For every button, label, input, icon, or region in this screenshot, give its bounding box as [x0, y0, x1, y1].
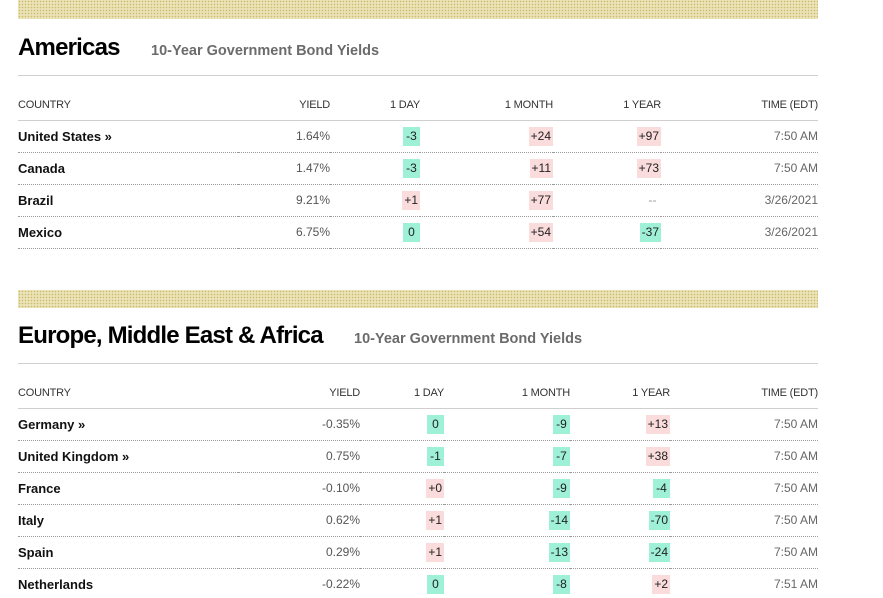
table-row: Spain 0.29% +1 -13 -24 7:50 AM [18, 536, 818, 569]
country-name: Brazil [18, 184, 238, 217]
change-1-year: -70 [648, 510, 670, 530]
yield-value: 0.29% [238, 536, 360, 569]
change-1-day: -3 [403, 126, 420, 146]
emea-yields-table: COUNTRY YIELD 1 DAY 1 MONTH 1 YEAR TIME … [18, 364, 818, 598]
time-value: 3/26/2021 [661, 184, 818, 217]
table-row: United Kingdom » 0.75% -1 -7 +38 7:50 AM [18, 440, 818, 473]
change-1-month: -8 [553, 574, 570, 594]
change-1-day: -1 [427, 446, 444, 466]
table-row: United States » 1.64% -3 +24 +97 7:50 AM [18, 120, 818, 153]
change-1-year: -- [648, 192, 657, 207]
change-1-month: -7 [553, 446, 570, 466]
table-row: France -0.10% +0 -9 -4 7:50 AM [18, 472, 818, 505]
country-link-united-states[interactable]: United States » [18, 120, 238, 153]
change-1-month: +54 [528, 222, 553, 242]
column-header-yield[interactable]: YIELD [238, 364, 360, 409]
table-row: Italy 0.62% +1 -14 -70 7:50 AM [18, 504, 818, 537]
emea-section: Europe, Middle East & Africa 10-Year Gov… [18, 318, 818, 598]
column-header-country[interactable]: COUNTRY [18, 76, 238, 121]
change-1-year: -24 [648, 542, 670, 562]
table-row: Germany » -0.35% 0 -9 +13 7:50 AM [18, 408, 818, 441]
yield-value: 1.64% [238, 120, 330, 153]
time-value: 7:50 AM [661, 120, 818, 153]
column-header-country[interactable]: COUNTRY [18, 364, 238, 409]
emea-title: Europe, Middle East & Africa [18, 322, 324, 349]
change-1-year: +13 [645, 414, 670, 434]
change-1-year: +97 [636, 126, 661, 146]
column-header-yield[interactable]: YIELD [238, 76, 330, 121]
country-name: Spain [18, 536, 238, 569]
country-name: France [18, 472, 238, 505]
country-name: Italy [18, 504, 238, 537]
decorative-band-middle [18, 290, 818, 308]
change-1-day: 0 [403, 222, 420, 242]
time-value: 3/26/2021 [661, 216, 818, 249]
country-name: Mexico [18, 216, 238, 249]
yield-value: 0.75% [238, 440, 360, 473]
table-row: Netherlands -0.22% 0 -8 +2 7:51 AM [18, 568, 818, 598]
column-header-1-day[interactable]: 1 DAY [360, 364, 444, 409]
change-1-day: 0 [427, 574, 444, 594]
time-value: 7:50 AM [661, 152, 818, 185]
americas-yields-table: COUNTRY YIELD 1 DAY 1 MONTH 1 YEAR TIME … [18, 76, 818, 249]
time-value: 7:50 AM [670, 408, 818, 441]
change-1-day: -3 [403, 158, 420, 178]
time-value: 7:50 AM [670, 536, 818, 569]
americas-section: Americas 10-Year Government Bond Yields … [18, 30, 818, 249]
column-header-1-year[interactable]: 1 YEAR [570, 364, 670, 409]
change-1-year: +73 [636, 158, 661, 178]
change-1-day: +0 [426, 478, 444, 498]
change-1-year: -37 [639, 222, 661, 242]
change-1-year: +2 [652, 574, 670, 594]
country-name: Netherlands [18, 568, 238, 598]
country-link-united-kingdom[interactable]: United Kingdom » [18, 440, 238, 473]
column-header-time[interactable]: TIME (EDT) [670, 364, 818, 409]
change-1-month: -9 [553, 478, 570, 498]
change-1-day: +1 [402, 190, 420, 210]
column-header-1-month[interactable]: 1 MONTH [420, 76, 553, 121]
americas-title: Americas [18, 34, 120, 61]
change-1-month: +24 [528, 126, 553, 146]
country-link-germany[interactable]: Germany » [18, 408, 238, 441]
column-header-1-month[interactable]: 1 MONTH [444, 364, 570, 409]
americas-subtitle: 10-Year Government Bond Yields [151, 43, 380, 59]
yield-value: 6.75% [238, 216, 330, 249]
time-value: 7:50 AM [670, 504, 818, 537]
change-1-day: +1 [426, 510, 444, 530]
change-1-year: +38 [645, 446, 670, 466]
table-row: Brazil 9.21% +1 +77 -- 3/26/2021 [18, 184, 818, 217]
change-1-month: -13 [548, 542, 570, 562]
column-header-time[interactable]: TIME (EDT) [661, 76, 818, 121]
change-1-month: -9 [553, 414, 570, 434]
change-1-month: -14 [548, 510, 570, 530]
americas-header: Americas 10-Year Government Bond Yields [18, 30, 818, 76]
change-1-month: +77 [528, 190, 553, 210]
time-value: 7:50 AM [670, 440, 818, 473]
change-1-day: +1 [426, 542, 444, 562]
change-1-year: -4 [653, 478, 670, 498]
time-value: 7:50 AM [670, 472, 818, 505]
yield-value: 9.21% [238, 184, 330, 217]
yield-value: -0.10% [238, 472, 360, 505]
emea-subtitle: 10-Year Government Bond Yields [354, 331, 583, 347]
table-header-row: COUNTRY YIELD 1 DAY 1 MONTH 1 YEAR TIME … [18, 76, 818, 121]
column-header-1-year[interactable]: 1 YEAR [553, 76, 661, 121]
yield-value: 1.47% [238, 152, 330, 185]
decorative-band-top [18, 0, 818, 19]
yield-value: -0.35% [238, 408, 360, 441]
table-row: Canada 1.47% -3 +11 +73 7:50 AM [18, 152, 818, 185]
emea-header: Europe, Middle East & Africa 10-Year Gov… [18, 318, 818, 364]
time-value: 7:51 AM [670, 568, 818, 598]
country-name: Canada [18, 152, 238, 185]
table-row: Mexico 6.75% 0 +54 -37 3/26/2021 [18, 216, 818, 249]
change-1-day: 0 [427, 414, 444, 434]
yield-value: 0.62% [238, 504, 360, 537]
change-1-month: +11 [529, 158, 553, 178]
table-header-row: COUNTRY YIELD 1 DAY 1 MONTH 1 YEAR TIME … [18, 364, 818, 409]
yield-value: -0.22% [238, 568, 360, 598]
column-header-1-day[interactable]: 1 DAY [330, 76, 420, 121]
